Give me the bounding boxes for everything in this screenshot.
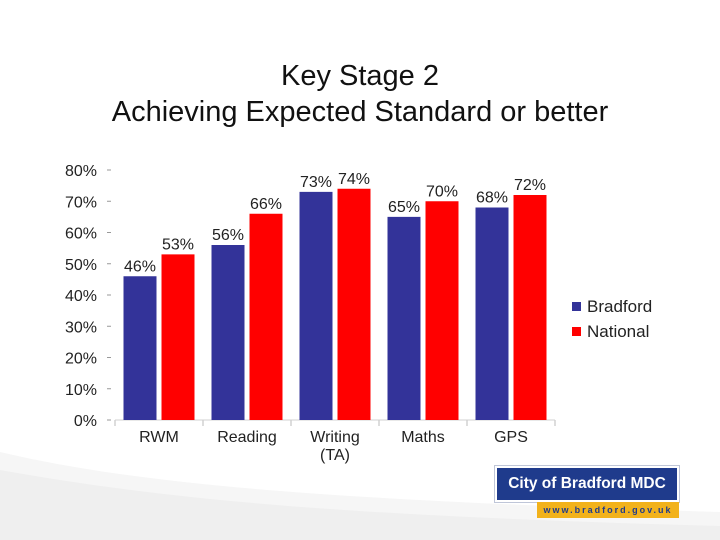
legend-swatch-bradford (572, 302, 581, 311)
bar-national (161, 254, 195, 420)
x-tick-label: Maths (401, 429, 445, 446)
bar-national (337, 188, 371, 420)
legend-label-national: National (587, 321, 650, 341)
x-tick-label: RWM (139, 429, 179, 446)
bar-bradford (475, 207, 509, 420)
data-label: 53% (162, 236, 194, 253)
chart-title: Key Stage 2 Achieving Expected Standard … (0, 58, 720, 130)
logo-url: www.bradford.gov.uk (537, 502, 679, 518)
bar-bradford (299, 191, 333, 420)
y-tick-label: 0% (74, 413, 97, 430)
data-label: 68% (476, 190, 508, 207)
data-label: 72% (514, 177, 546, 194)
chart-title-line-1: Key Stage 2 (281, 60, 439, 92)
bar-national (513, 195, 547, 420)
bar-bradford (123, 276, 157, 420)
chart-title-line-2: Achieving Expected Standard or better (111, 96, 609, 128)
legend-item-bradford: Bradford (572, 294, 652, 319)
bar-chart: 0% 10% 20% 30% 40% 50% 60% 70% 80% 46% 53% RWM 56% 66… (65, 163, 556, 464)
data-label: 65% (388, 199, 420, 216)
y-tick-label: 20% (65, 351, 97, 368)
legend-item-national: National (572, 319, 652, 344)
legend-swatch-national (572, 327, 581, 336)
data-label: 74% (338, 171, 370, 188)
bar-national (425, 201, 459, 420)
data-label: 73% (300, 174, 332, 191)
x-tick-label: GPS (494, 429, 528, 446)
legend: Bradford National (572, 294, 652, 344)
y-tick-label: 10% (65, 382, 97, 399)
legend-label-bradford: Bradford (587, 296, 653, 316)
council-logo: City of Bradford MDC www.bradford.gov.uk (495, 466, 679, 518)
data-label: 46% (124, 258, 156, 275)
data-label: 70% (426, 183, 458, 200)
bar-bradford (211, 245, 245, 420)
y-tick-label: 70% (65, 194, 97, 211)
x-tick-label: Writing (310, 429, 360, 446)
x-tick-label: Reading (217, 429, 277, 446)
data-label: 66% (250, 196, 282, 213)
logo-name: City of Bradford MDC (495, 466, 679, 502)
bar-bradford (387, 216, 421, 420)
y-tick-label: 60% (65, 226, 97, 243)
y-tick-label: 50% (65, 257, 97, 274)
y-tick-label: 80% (65, 163, 97, 180)
y-tick-label: 30% (65, 319, 97, 336)
data-label: 56% (212, 227, 244, 244)
y-tick-label: 40% (65, 288, 97, 305)
bar-national (249, 213, 283, 420)
decorative-swoosh (0, 452, 720, 540)
x-tick-label: (TA) (320, 447, 350, 464)
